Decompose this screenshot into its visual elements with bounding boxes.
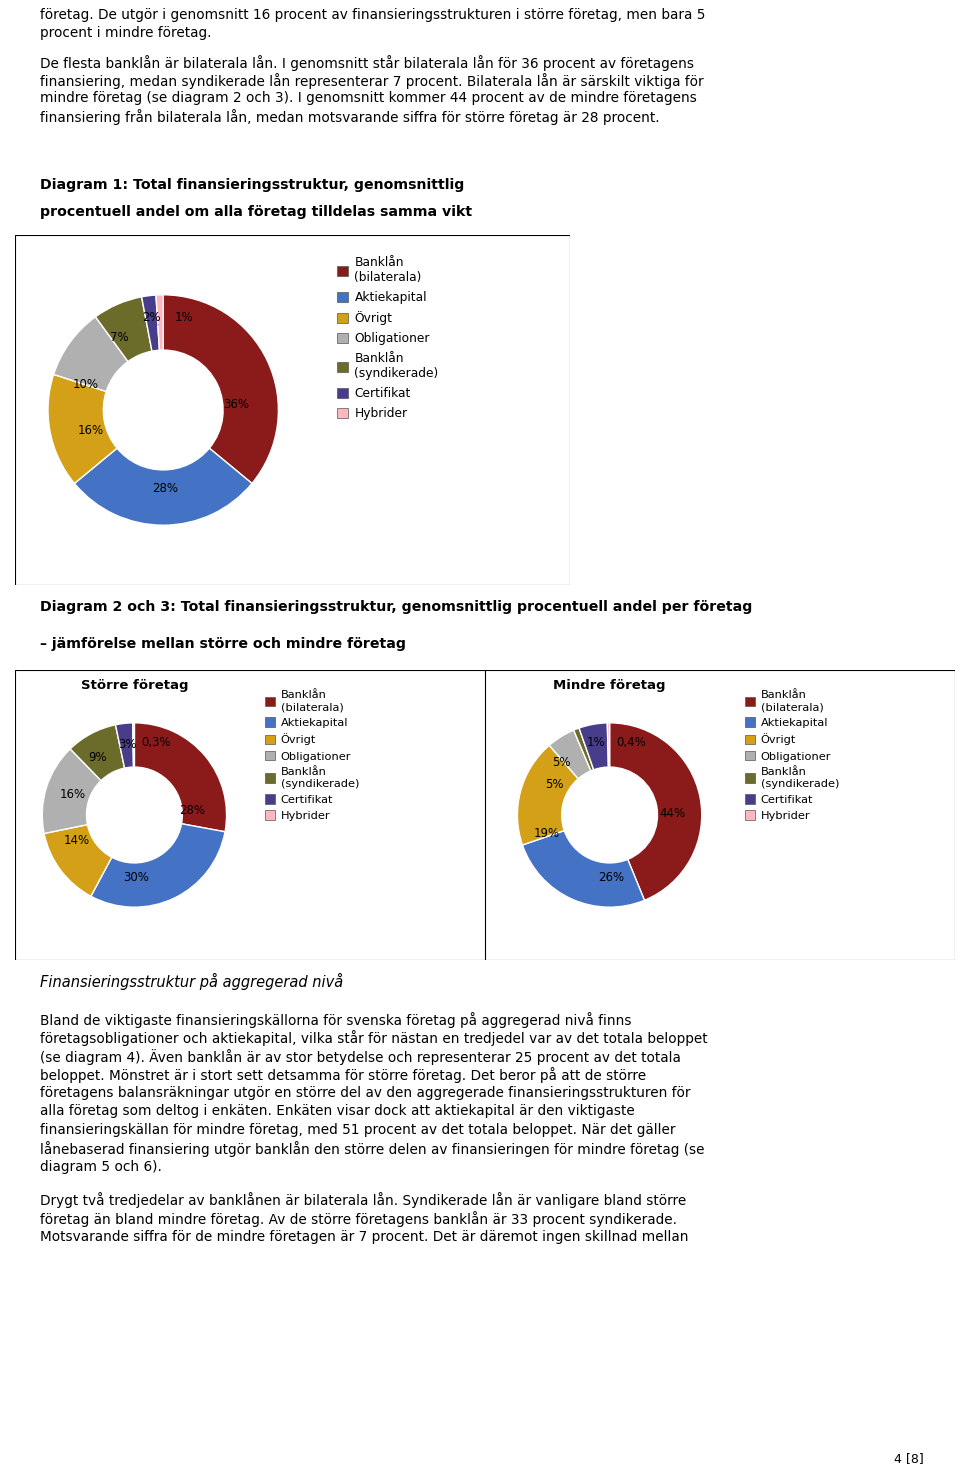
Text: De flesta banklån är bilaterala lån. I genomsnitt står bilaterala lån för 36 pro: De flesta banklån är bilaterala lån. I g… bbox=[40, 54, 694, 71]
Wedge shape bbox=[579, 722, 609, 769]
Wedge shape bbox=[134, 722, 227, 831]
Text: diagram 5 och 6).: diagram 5 och 6). bbox=[40, 1161, 162, 1174]
Title: Mindre företag: Mindre företag bbox=[553, 678, 666, 691]
Text: Motsvarande siffra för de mindre företagen är 7 procent. Det är däremot ingen sk: Motsvarande siffra för de mindre företag… bbox=[40, 1230, 689, 1243]
Text: 9%: 9% bbox=[88, 752, 107, 765]
Text: beloppet. Mönstret är i stort sett detsamma för större företag. Det beror på att: beloppet. Mönstret är i stort sett detsa… bbox=[40, 1068, 646, 1084]
Text: finansiering från bilaterala lån, medan motsvarande siffra för större företag är: finansiering från bilaterala lån, medan … bbox=[40, 109, 660, 125]
Text: 5%: 5% bbox=[552, 756, 571, 769]
Text: 4 [8]: 4 [8] bbox=[894, 1452, 924, 1465]
Text: 28%: 28% bbox=[180, 803, 205, 816]
Wedge shape bbox=[549, 730, 591, 778]
Wedge shape bbox=[142, 296, 159, 352]
Text: 30%: 30% bbox=[123, 871, 149, 884]
Text: 1%: 1% bbox=[175, 312, 193, 324]
Text: lånebaserad finansiering utgör banklån den större delen av finansieringen för mi: lånebaserad finansiering utgör banklån d… bbox=[40, 1141, 705, 1158]
Wedge shape bbox=[54, 316, 128, 391]
Text: företagsobligationer och aktiekapital, vilka står för nästan en tredjedel var av: företagsobligationer och aktiekapital, v… bbox=[40, 1031, 708, 1046]
Title: Större företag: Större företag bbox=[81, 678, 188, 691]
Text: 7%: 7% bbox=[110, 331, 129, 344]
Wedge shape bbox=[132, 722, 134, 766]
Text: (se diagram 4). Även banklån är av stor betydelse och representerar 25 procent a: (se diagram 4). Även banklån är av stor … bbox=[40, 1049, 682, 1065]
Wedge shape bbox=[115, 722, 133, 768]
Text: 1%: 1% bbox=[587, 736, 605, 749]
Text: Bland de viktigaste finansieringskällorna för svenska företag på aggregerad nivå: Bland de viktigaste finansieringskällorn… bbox=[40, 1012, 632, 1028]
Legend: Banklån
(bilaterala), Aktiekapital, Övrigt, Obligationer, Banklån
(syndikerade),: Banklån (bilaterala), Aktiekapital, Övri… bbox=[265, 690, 359, 821]
Text: finansiering, medan syndikerade lån representerar 7 procent. Bilaterala lån är s: finansiering, medan syndikerade lån repr… bbox=[40, 74, 704, 88]
Text: 26%: 26% bbox=[598, 871, 625, 884]
Wedge shape bbox=[163, 294, 278, 484]
Text: företagens balansräkningar utgör en större del av den aggregerade finansieringss: företagens balansräkningar utgör en stör… bbox=[40, 1086, 691, 1100]
Text: 44%: 44% bbox=[660, 806, 685, 819]
Wedge shape bbox=[517, 746, 578, 844]
Text: 10%: 10% bbox=[73, 378, 99, 391]
Wedge shape bbox=[610, 722, 702, 900]
Legend: Banklån
(bilaterala), Aktiekapital, Övrigt, Obligationer, Banklån
(syndikerade),: Banklån (bilaterala), Aktiekapital, Övri… bbox=[337, 256, 439, 421]
Wedge shape bbox=[48, 375, 117, 484]
Wedge shape bbox=[70, 725, 125, 781]
Text: Drygt två tredjedelar av banklånen är bilaterala lån. Syndikerade lån är vanliga: Drygt två tredjedelar av banklånen är bi… bbox=[40, 1193, 686, 1209]
Text: företag än bland mindre företag. Av de större företagens banklån är 33 procent s: företag än bland mindre företag. Av de s… bbox=[40, 1211, 678, 1227]
Wedge shape bbox=[42, 749, 101, 834]
Wedge shape bbox=[156, 294, 163, 350]
Text: 19%: 19% bbox=[534, 827, 560, 840]
Text: 16%: 16% bbox=[78, 424, 104, 437]
Wedge shape bbox=[75, 449, 252, 525]
Legend: Banklån
(bilaterala), Aktiekapital, Övrigt, Obligationer, Banklån
(syndikerade),: Banklån (bilaterala), Aktiekapital, Övri… bbox=[745, 690, 839, 821]
Text: Finansieringsstruktur på aggregerad nivå: Finansieringsstruktur på aggregerad nivå bbox=[40, 972, 344, 990]
Wedge shape bbox=[44, 825, 111, 896]
Text: 16%: 16% bbox=[60, 788, 85, 802]
Text: företag. De utgör i genomsnitt 16 procent av finansieringsstrukturen i större fö: företag. De utgör i genomsnitt 16 procen… bbox=[40, 7, 706, 22]
Text: 0,3%: 0,3% bbox=[141, 736, 171, 749]
Text: 5%: 5% bbox=[545, 778, 564, 791]
Text: 14%: 14% bbox=[63, 834, 89, 847]
Wedge shape bbox=[574, 728, 593, 771]
Text: 28%: 28% bbox=[153, 482, 179, 494]
Text: alla företag som deltog i enkäten. Enkäten visar dock att aktiekapital är den vi: alla företag som deltog i enkäten. Enkät… bbox=[40, 1105, 636, 1118]
Text: 36%: 36% bbox=[223, 397, 249, 410]
Wedge shape bbox=[95, 297, 152, 362]
Text: 0,4%: 0,4% bbox=[616, 736, 646, 749]
Wedge shape bbox=[522, 831, 644, 908]
Text: finansieringskällan för mindre företag, med 51 procent av det totala beloppet. N: finansieringskällan för mindre företag, … bbox=[40, 1122, 676, 1137]
Text: – jämförelse mellan större och mindre företag: – jämförelse mellan större och mindre fö… bbox=[40, 637, 406, 652]
Text: procentuell andel om alla företag tilldelas samma vikt: procentuell andel om alla företag tillde… bbox=[40, 206, 472, 219]
Text: 3%: 3% bbox=[118, 738, 136, 752]
Text: Diagram 1: Total finansieringsstruktur, genomsnittlig: Diagram 1: Total finansieringsstruktur, … bbox=[40, 178, 465, 191]
Text: Diagram 2 och 3: Total finansieringsstruktur, genomsnittlig procentuell andel pe: Diagram 2 och 3: Total finansieringsstru… bbox=[40, 600, 753, 615]
Text: procent i mindre företag.: procent i mindre företag. bbox=[40, 26, 212, 40]
Wedge shape bbox=[91, 824, 225, 908]
Text: 2%: 2% bbox=[142, 312, 161, 324]
Text: mindre företag (se diagram 2 och 3). I genomsnitt kommer 44 procent av de mindre: mindre företag (se diagram 2 och 3). I g… bbox=[40, 91, 697, 104]
Wedge shape bbox=[608, 722, 610, 766]
